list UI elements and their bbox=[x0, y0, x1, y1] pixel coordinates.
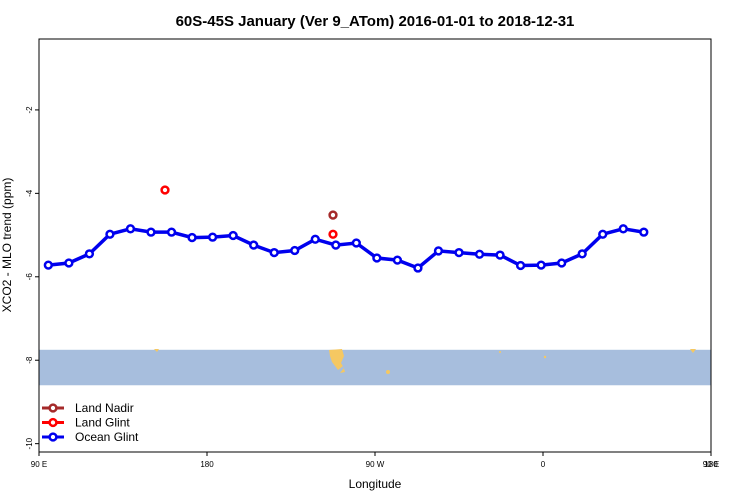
x-tick-label: 180 bbox=[200, 460, 214, 469]
data-point bbox=[64, 258, 74, 268]
data-point bbox=[310, 234, 320, 244]
data-point bbox=[328, 229, 338, 239]
data-point bbox=[557, 258, 567, 268]
data-point bbox=[392, 255, 403, 265]
land-patch bbox=[690, 349, 696, 353]
ocean-map-band bbox=[39, 349, 711, 386]
x-tick-label: 90 E bbox=[703, 460, 719, 469]
data-point bbox=[372, 253, 382, 263]
land-patch bbox=[386, 370, 390, 374]
plot-area bbox=[38, 38, 712, 453]
plot-frame bbox=[38, 38, 712, 453]
legend-label: Land Nadir bbox=[75, 401, 134, 415]
data-point bbox=[536, 260, 546, 270]
y-tick-label: -4 bbox=[25, 189, 34, 197]
ocean-band bbox=[39, 349, 711, 386]
series-layer bbox=[43, 185, 649, 273]
legend-item: Land Nadir bbox=[42, 401, 134, 415]
data-point bbox=[43, 260, 53, 270]
data-point bbox=[84, 249, 95, 259]
y-axis-label: XCO2 - MLO trend (ppm) bbox=[0, 178, 14, 313]
y-tick-label: -2 bbox=[25, 106, 34, 114]
data-point bbox=[328, 210, 338, 220]
data-point bbox=[474, 249, 485, 259]
x-tick-label: 180 bbox=[704, 460, 718, 469]
data-point bbox=[125, 224, 136, 234]
y-tick-label: -8 bbox=[25, 356, 34, 364]
x-tick-label: 0 bbox=[541, 460, 546, 469]
legend-label: Ocean Glint bbox=[75, 430, 139, 444]
series-line bbox=[48, 227, 645, 271]
series-land-nadir bbox=[328, 210, 338, 220]
data-point bbox=[598, 229, 608, 239]
data-point bbox=[160, 185, 170, 195]
legend-label: Land Glint bbox=[75, 416, 130, 430]
data-point bbox=[495, 250, 505, 260]
x-axis-label: Longitude bbox=[349, 477, 402, 491]
x-tick-label: 90 W bbox=[366, 460, 385, 469]
land-patch bbox=[329, 349, 345, 373]
land-patch bbox=[154, 349, 159, 352]
series-land-glint bbox=[160, 185, 338, 239]
data-point bbox=[105, 229, 115, 239]
data-point bbox=[639, 227, 649, 237]
data-point bbox=[577, 249, 587, 259]
legend-swatch-marker bbox=[48, 432, 58, 442]
data-point bbox=[187, 232, 197, 243]
data-point bbox=[413, 263, 423, 273]
land-patch bbox=[499, 351, 501, 353]
x-tick-label: 90 E bbox=[31, 460, 47, 469]
y-tick-label: -6 bbox=[25, 273, 34, 281]
data-point bbox=[249, 240, 259, 250]
data-point bbox=[454, 247, 464, 258]
y-axis: -2 -4 -6 -8 -10 bbox=[25, 106, 39, 449]
data-point bbox=[331, 240, 341, 250]
data-point bbox=[515, 260, 526, 271]
legend-item: Ocean Glint bbox=[42, 430, 139, 444]
land-patches bbox=[154, 349, 696, 374]
land-patch bbox=[543, 355, 547, 359]
data-point bbox=[618, 224, 628, 234]
data-point bbox=[290, 245, 300, 256]
legend-swatch-marker bbox=[48, 403, 58, 413]
data-point bbox=[269, 247, 279, 258]
legend-item: Land Glint bbox=[42, 416, 130, 430]
data-point bbox=[166, 227, 177, 237]
data-point bbox=[351, 238, 361, 248]
legend-swatch-marker bbox=[48, 417, 58, 428]
chart-title: 60S-45S January (Ver 9_ATom) 2016-01-01 … bbox=[176, 13, 575, 30]
data-point bbox=[207, 232, 218, 242]
data-point bbox=[146, 227, 156, 237]
series-ocean-glint bbox=[43, 224, 649, 273]
data-point bbox=[228, 230, 238, 241]
y-tick-label: -10 bbox=[25, 437, 34, 449]
data-point bbox=[433, 246, 444, 256]
